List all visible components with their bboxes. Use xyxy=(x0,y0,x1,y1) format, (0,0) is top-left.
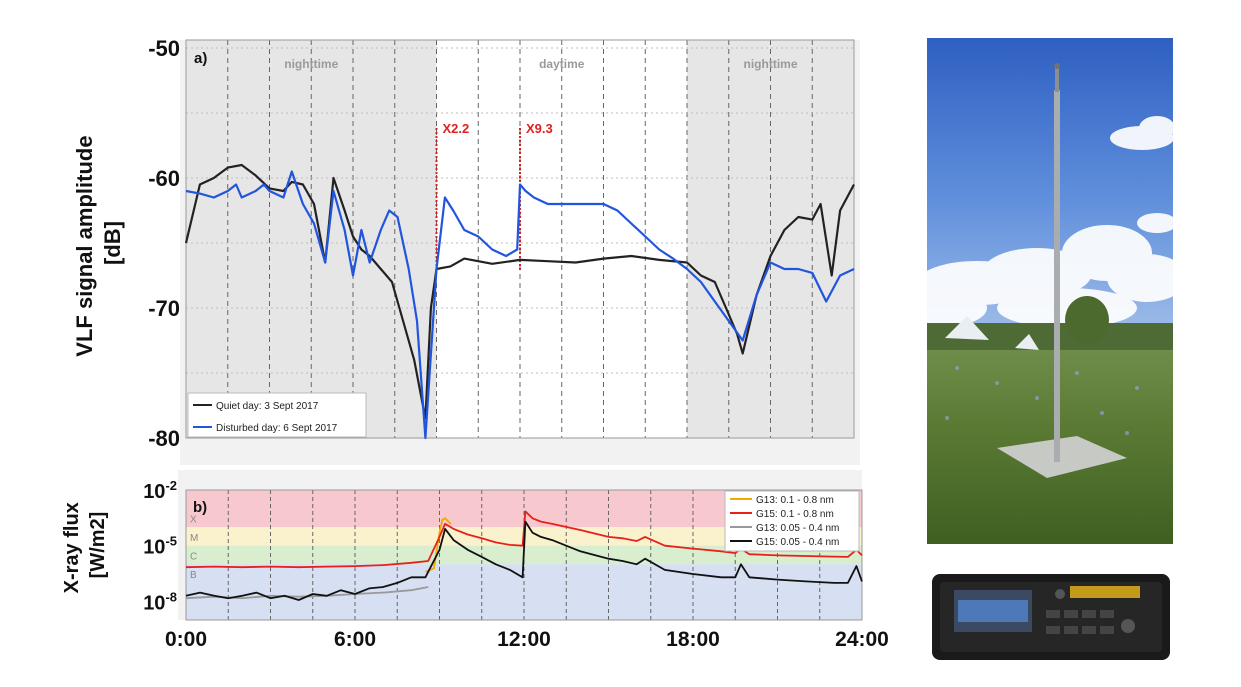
xray-class-label-2: C xyxy=(190,551,197,562)
xray-x-tick-4: 24:00 xyxy=(835,628,889,651)
antenna-tip xyxy=(1055,68,1059,92)
vlf-panel-label: a) xyxy=(194,50,207,67)
xray-y-axis-label-line1: X-ray flux xyxy=(61,502,83,593)
xray-x-tick-1: 6:00 xyxy=(334,628,376,651)
vlf-y-tick-3: -80 xyxy=(148,426,180,451)
vlf-y-tick-2: -70 xyxy=(148,296,180,321)
xray-series-line-3 xyxy=(185,520,863,601)
xray-class-label-1: M xyxy=(190,533,198,544)
receiver-screen-spectrogram xyxy=(958,600,1028,622)
vlf-series-line-1 xyxy=(185,170,855,440)
vlf-y-tick-1: -60 xyxy=(148,166,180,191)
vlf-legend-disturbed: Disturbed day: 6 Sept 2017 xyxy=(216,423,338,434)
vlf-y-tick-0: -50 xyxy=(148,36,180,61)
xray-series-line-1 xyxy=(185,510,863,569)
concrete-base xyxy=(997,436,1127,478)
xray-legend-g13-short: G13: 0.05 - 0.4 nm xyxy=(756,523,839,534)
vlf-y-axis-label-line1: VLF signal amplitude xyxy=(72,135,97,356)
vlf-legend: Quiet day: 3 Sept 2017 Disturbed day: 6 … xyxy=(187,392,367,438)
clouds xyxy=(927,116,1173,328)
antenna-cap xyxy=(1054,63,1060,69)
xray-panel-label: b) xyxy=(193,499,207,516)
vlf-shade-label-0: nighttime xyxy=(284,57,338,71)
flare-marker-label-1: X9.3 xyxy=(526,121,553,136)
xray-legend-g13-long: G13: 0.1 - 0.8 nm xyxy=(756,495,834,506)
xray-series xyxy=(185,510,863,601)
vlf-series xyxy=(184,163,855,440)
xray-x-ticks: 0:00 6:00 12:00 18:00 24:00 xyxy=(165,628,889,651)
vlf-y-ticks: -50 -60 -70 -80 xyxy=(148,36,180,451)
receiver-label-plate xyxy=(1070,586,1140,598)
vlf-y-axis-label: VLF signal amplitude [dB] xyxy=(72,129,125,356)
vlf-legend-box xyxy=(187,392,367,438)
dish-left xyxy=(945,316,989,340)
xray-legend-g15-long: G15: 0.1 - 0.8 nm xyxy=(756,509,834,520)
xray-y-tick-1: 10-5 xyxy=(143,534,177,559)
flowers xyxy=(945,366,1139,435)
vlf-grid xyxy=(186,40,854,438)
dish-right xyxy=(1015,334,1039,350)
vlf-legend-quiet: Quiet day: 3 Sept 2017 xyxy=(216,401,319,412)
flare-marker-label-0: X2.2 xyxy=(443,121,470,136)
xray-x-tick-2: 12:00 xyxy=(497,628,551,651)
receiver-connectors xyxy=(1046,610,1114,634)
vlf-shade-label-1: daytime xyxy=(539,57,585,71)
vlf-y-axis-label-line2: [dB] xyxy=(100,221,125,265)
antenna-mast xyxy=(1054,90,1060,462)
antenna-photo xyxy=(927,38,1173,544)
xray-y-ticks: 10-2 10-5 10-8 xyxy=(143,478,177,614)
xray-series-line-0 xyxy=(425,517,452,573)
xray-y-axis-label-line2: [W/m2] xyxy=(87,512,109,579)
vlf-chart: nighttime daytime nighttime X2.2 X9.3 -50 -6… xyxy=(72,36,860,465)
receiver-photo xyxy=(932,574,1170,660)
xray-x-tick-3: 18:00 xyxy=(666,628,720,651)
receiver-logo-icon xyxy=(1055,589,1065,599)
vlf-shade-label-2: nighttime xyxy=(744,57,798,71)
tree xyxy=(1065,296,1109,344)
vlf-shading-labels: nighttime daytime nighttime xyxy=(284,57,798,71)
xray-y-tick-2: 10-8 xyxy=(143,589,177,614)
receiver-knob xyxy=(1121,619,1135,633)
xray-legend-g15-short: G15: 0.05 - 0.4 nm xyxy=(756,537,839,548)
xray-class-label-3: B xyxy=(190,570,197,581)
xray-class-label-0: X xyxy=(190,514,197,525)
vlf-flare-markers: X2.2 X9.3 xyxy=(435,121,553,270)
xray-legend: G13: 0.1 - 0.8 nm G15: 0.1 - 0.8 nm G13:… xyxy=(724,490,860,552)
xray-x-tick-0: 0:00 xyxy=(165,628,207,651)
xray-y-axis-label: X-ray flux [W/m2] xyxy=(61,497,109,594)
xray-y-tick-0: 10-2 xyxy=(143,478,177,503)
